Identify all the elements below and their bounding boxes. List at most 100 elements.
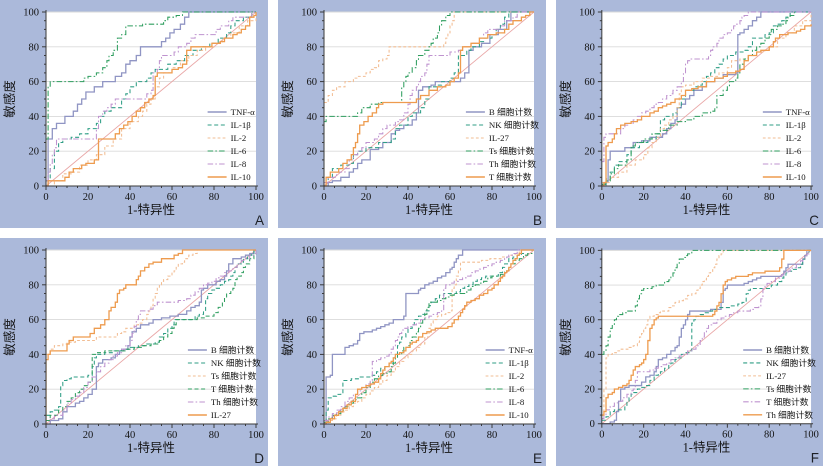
svg-text:0: 0 [599,430,604,441]
tick-labels: 0 20 40 60 80 100 0 20 40 60 80 100 [301,246,542,442]
series-group [324,249,534,425]
legend-label: IL-8 [231,159,247,169]
svg-text:20: 20 [307,385,318,396]
x-axis-label: 1-特异性 [405,202,453,217]
legend-label: Th 细胞计数 [766,409,813,420]
svg-text:40: 40 [29,350,40,361]
svg-text:80: 80 [307,280,318,291]
axes [597,248,814,428]
svg-text:80: 80 [764,430,774,441]
series-IL-10 [601,24,812,187]
svg-text:40: 40 [403,192,414,203]
series-IL-10 [324,249,534,425]
legend-label: Ts 细胞计数 [211,370,257,381]
svg-text:20: 20 [584,147,594,158]
svg-text:80: 80 [209,430,220,441]
svg-text:60: 60 [167,192,178,203]
svg-text:100: 100 [526,430,542,441]
svg-text:0: 0 [590,419,595,430]
chart-e-canvas: 0 20 40 60 80 100 0 20 40 60 80 100 1-特异性 敏感度 TNF-α IL-… [280,246,542,466]
legend-label: T 细胞计数 [766,396,809,407]
series-Ts 细胞计数 [601,249,812,355]
svg-text:80: 80 [584,42,594,53]
svg-text:80: 80 [209,192,220,203]
legend-label: Ts 细胞计数 [766,383,812,394]
legend: TNF-α IL-1β IL-2 IL-6 IL-8 IL-10 [762,107,810,182]
series-IL-8 [46,11,256,182]
tick-labels: 0 20 40 60 80 100 0 20 40 60 80 100 [301,8,542,204]
svg-text:100: 100 [23,8,39,19]
svg-text:0: 0 [43,430,48,441]
svg-text:60: 60 [584,315,594,326]
chart-f-canvas: 0 20 40 60 80 100 0 20 40 60 80 100 1-特异性 敏感度 B 细胞计数 NK… [558,246,819,466]
svg-text:0: 0 [590,181,595,192]
legend-label: B 细胞计数 [766,344,809,355]
series-B 细胞计数 [46,249,256,425]
tick-labels: 0 20 40 60 80 100 0 20 40 60 80 100 [579,7,819,203]
legend: TNF-α IL-1β IL-2 IL-6 IL-8 IL-10 [485,345,533,420]
legend-label: IL-8 [786,159,802,169]
svg-text:20: 20 [361,430,372,441]
svg-text:20: 20 [638,192,648,203]
series-IL-6 [324,249,534,423]
svg-text:60: 60 [722,430,732,441]
series-IL-27 [324,11,534,104]
svg-text:20: 20 [83,192,94,203]
legend-label: IL-8 [509,397,525,407]
tick-labels: 0 20 40 60 80 100 0 20 40 60 80 100 [579,246,819,441]
panel-f: 0 20 40 60 80 100 0 20 40 60 80 100 1-特异性 敏感度 B 细胞计数 NK… [556,238,823,466]
legend-label: IL-6 [786,146,802,156]
series-NK 细胞计数 [324,11,534,184]
corner-label: E [533,451,542,466]
panel-e: 0 20 40 60 80 100 0 20 40 60 80 100 1-特异性 敏感度 TNF-α IL-… [278,238,546,466]
svg-text:60: 60 [722,192,732,203]
series-group [601,11,812,187]
svg-text:0: 0 [312,420,317,431]
legend-label: IL-27 [766,371,787,381]
chart-a-canvas: 0 20 40 60 80 100 0 20 40 60 80 100 1-特异性 敏感度 TNF-α IL-… [2,8,264,229]
svg-text:100: 100 [301,8,317,19]
axes [320,248,536,428]
x-axis-label: 1-特异性 [127,202,175,217]
legend-label: B 细胞计数 [489,106,532,117]
svg-text:60: 60 [307,77,318,88]
series-IL-27 [46,249,256,424]
svg-text:0: 0 [321,192,326,203]
svg-text:0: 0 [321,430,326,441]
corner-label: A [255,213,264,228]
corner-label: F [811,451,819,466]
legend-label: IL-2 [509,371,525,381]
x-axis-label: 1-特异性 [127,440,175,455]
panel-d: 0 20 40 60 80 100 0 20 40 60 80 100 1-特异性 敏感度 B 细胞计数 NK… [0,238,268,466]
svg-text:100: 100 [803,192,819,203]
chart-c-canvas: 0 20 40 60 80 100 0 20 40 60 80 100 1-特异性 敏感度 TNF-α IL-… [558,7,819,228]
svg-text:40: 40 [584,350,594,361]
series-IL-27 [601,249,812,416]
legend-label: IL-10 [231,172,252,182]
series-IL-6 [601,11,812,185]
svg-text:20: 20 [307,147,318,158]
legend-label: IL-27 [489,133,510,143]
axes [42,248,258,428]
legend-label: Th 细胞计数 [489,158,536,169]
series-NK 细胞计数 [46,249,256,416]
legend: B 细胞计数 NK 细胞计数 IL-27 Ts 细胞计数 T 细胞计数 Th 细胞计数 [743,344,816,420]
svg-text:0: 0 [34,182,39,193]
svg-text:60: 60 [584,77,594,88]
svg-text:80: 80 [584,281,594,292]
corner-label: D [254,451,264,466]
panel-c: 0 20 40 60 80 100 0 20 40 60 80 100 1-特异性 敏感度 TNF-α IL-… [556,0,823,228]
legend-label: Th 细胞计数 [211,396,258,407]
corner-label: C [809,213,819,228]
series-IL-2 [324,249,534,425]
axes [597,10,814,190]
svg-text:40: 40 [125,192,136,203]
svg-text:60: 60 [307,315,318,326]
legend: B 细胞计数 NK 细胞计数 IL-27 Ts 细胞计数 Th 细胞计数 T 细胞计数 [465,106,539,182]
series-B 细胞计数 [324,11,534,187]
svg-text:80: 80 [487,192,498,203]
svg-text:20: 20 [83,430,94,441]
series-Ts 细胞计数 [324,11,534,169]
svg-text:80: 80 [29,280,40,291]
